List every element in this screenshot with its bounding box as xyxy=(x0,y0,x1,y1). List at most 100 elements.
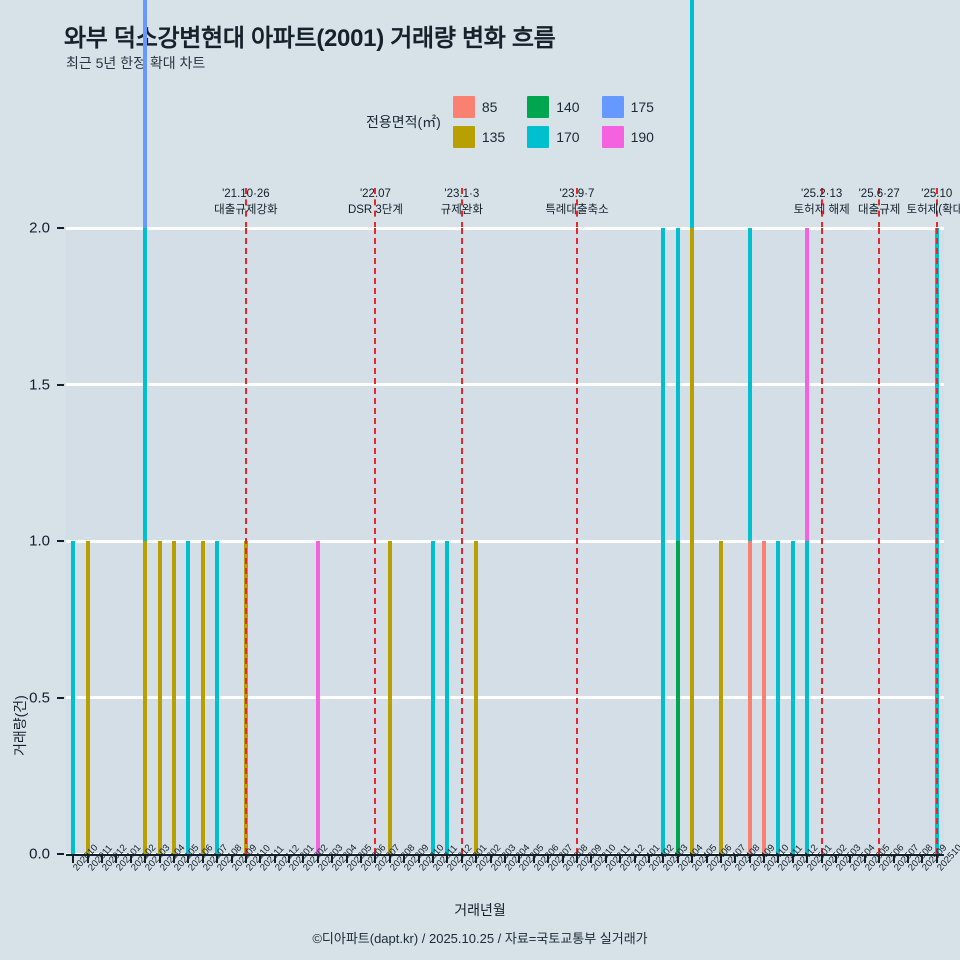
bar-segment[interactable] xyxy=(690,0,695,228)
gridline xyxy=(66,539,944,543)
bar-segment[interactable] xyxy=(85,541,90,854)
event-annotation: '25.2·13 토허제 해제 xyxy=(762,186,882,218)
x-tick-mark xyxy=(144,854,147,863)
x-tick-mark xyxy=(475,854,478,863)
event-name: 대출규제 xyxy=(858,204,901,216)
y-tick-mark xyxy=(57,696,64,699)
bar-segment[interactable] xyxy=(143,228,148,541)
x-tick-mark xyxy=(662,854,665,863)
bar-segment[interactable] xyxy=(675,541,680,854)
y-tick-mark xyxy=(57,227,64,229)
bar-segment[interactable] xyxy=(805,228,810,541)
bar-segment[interactable] xyxy=(790,541,795,854)
legend-item[interactable]: 190 xyxy=(601,126,654,148)
bar-segment[interactable] xyxy=(675,228,680,541)
x-tick-mark xyxy=(777,854,780,863)
x-tick-mark xyxy=(172,854,175,863)
event-marker-line xyxy=(935,228,938,854)
bar-segment[interactable] xyxy=(200,541,205,854)
x-tick-mark xyxy=(259,854,262,863)
x-tick-mark xyxy=(518,854,521,863)
event-annotation: '23.9·7 특례대출축소 xyxy=(517,186,637,218)
x-tick-mark xyxy=(820,854,823,863)
bar-segment[interactable] xyxy=(215,541,220,854)
x-tick-mark xyxy=(489,854,492,863)
bar-segment[interactable] xyxy=(718,541,723,854)
bar-segment[interactable] xyxy=(186,541,191,854)
bar-segment[interactable] xyxy=(445,541,450,854)
bar-segment[interactable] xyxy=(431,541,436,854)
x-tick-mark xyxy=(604,854,607,863)
bar-segment[interactable] xyxy=(747,228,752,541)
legend-item[interactable]: 85 xyxy=(452,96,505,118)
legend-swatch xyxy=(452,126,475,148)
bar-segment[interactable] xyxy=(661,228,666,854)
event-marker-stub xyxy=(575,188,578,228)
x-tick-mark xyxy=(878,854,881,863)
x-tick-mark xyxy=(849,854,852,863)
bar-segment[interactable] xyxy=(157,541,162,854)
x-tick-mark xyxy=(201,854,204,863)
event-date: '25.2·13 xyxy=(801,188,843,200)
event-annotation: '21.10·26 대출규제강화 xyxy=(186,186,306,218)
x-tick-mark xyxy=(230,854,233,863)
legend-label: 170 xyxy=(556,129,580,145)
bar-segment[interactable] xyxy=(805,541,810,854)
footer-credit: ©디아파트(dapt.kr) / 2025.10.25 / 자료=국토교통부 실… xyxy=(312,931,648,946)
x-tick-mark xyxy=(244,854,247,863)
x-tick-mark xyxy=(763,854,766,863)
legend-item[interactable]: 170 xyxy=(527,126,580,148)
event-annotation: '25.10 토허제(확대) xyxy=(877,186,960,218)
x-tick-mark xyxy=(590,854,593,863)
bar-segment[interactable] xyxy=(143,0,148,228)
bar-segment[interactable] xyxy=(387,541,392,854)
x-tick-mark xyxy=(791,854,794,863)
bar-segment[interactable] xyxy=(474,541,479,854)
event-name: 토허제(확대) xyxy=(906,204,960,216)
bar-segment[interactable] xyxy=(762,541,767,854)
y-tick-mark xyxy=(57,540,64,542)
x-tick-mark xyxy=(417,854,420,863)
event-marker-stub xyxy=(460,188,463,228)
y-tick-label: 0.0 xyxy=(29,845,50,863)
bar-segment[interactable] xyxy=(690,228,695,854)
x-tick-mark xyxy=(806,854,809,863)
y-tick-mark xyxy=(57,383,64,386)
bar-segment[interactable] xyxy=(747,541,752,854)
x-tick-mark xyxy=(100,854,103,863)
y-tick-label: 1.0 xyxy=(29,532,50,550)
x-tick-mark xyxy=(115,854,118,863)
legend-label: 190 xyxy=(630,129,654,145)
x-tick-mark xyxy=(676,854,679,863)
x-tick-mark xyxy=(360,854,363,863)
event-name: 토허제 해제 xyxy=(793,204,850,216)
x-tick-mark xyxy=(532,854,535,863)
plot-area xyxy=(66,0,944,856)
x-tick-mark xyxy=(403,854,406,863)
x-axis-title: 거래년월 xyxy=(454,902,506,918)
x-tick-mark xyxy=(446,854,449,863)
bar-segment[interactable] xyxy=(315,541,320,854)
y-axis-title: 거래량(건) xyxy=(12,695,28,756)
bar-segment[interactable] xyxy=(171,541,176,854)
event-marker-stub xyxy=(878,188,881,228)
x-tick-mark xyxy=(719,854,722,863)
legend-swatch xyxy=(527,96,550,118)
legend-label: 85 xyxy=(481,99,498,115)
x-tick-mark xyxy=(432,854,435,863)
x-tick-mark xyxy=(374,854,377,863)
x-tick-mark xyxy=(331,854,334,863)
bar-segment[interactable] xyxy=(143,541,148,854)
event-marker-line xyxy=(244,228,247,854)
legend-item[interactable]: 135 xyxy=(452,126,505,148)
bar-segment[interactable] xyxy=(776,541,781,854)
x-tick-mark xyxy=(547,854,550,863)
legend-item[interactable]: 140 xyxy=(527,96,580,118)
bar-segment[interactable] xyxy=(71,541,76,854)
page-subtitle: 최근 5년 한정 확대 차트 xyxy=(66,55,206,71)
x-tick-mark xyxy=(216,854,219,863)
event-date: '23.9·7 xyxy=(559,188,595,200)
legend-item[interactable]: 175 xyxy=(601,96,654,118)
legend-label: 140 xyxy=(556,99,580,115)
x-tick-mark xyxy=(575,854,578,863)
